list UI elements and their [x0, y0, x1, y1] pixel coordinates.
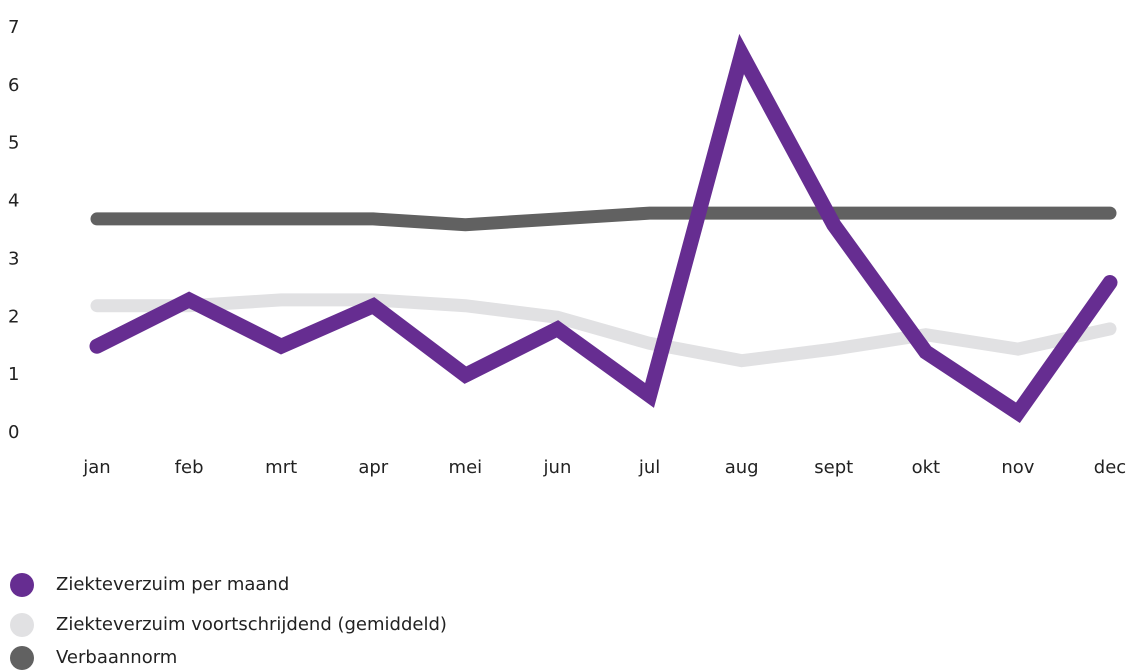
y-tick-label: 1	[8, 364, 19, 385]
y-tick-label: 2	[8, 306, 19, 327]
y-tick-label: 0	[8, 422, 19, 443]
x-tick-label: jun	[543, 457, 572, 478]
y-tick-label: 4	[8, 191, 19, 212]
legend-label: Verbaannorm	[56, 647, 177, 668]
y-tick-label: 7	[8, 17, 19, 38]
series-line	[89, 33, 1118, 424]
x-tick-label: jul	[638, 457, 660, 478]
x-tick-label: okt	[912, 457, 941, 478]
x-tick-label: mei	[449, 457, 483, 478]
x-tick-label: dec	[1094, 457, 1126, 478]
legend-swatch	[10, 646, 34, 670]
x-tick-label: apr	[358, 457, 388, 478]
y-tick-label: 3	[8, 248, 19, 269]
x-tick-label: nov	[1001, 457, 1034, 478]
series-line	[90, 293, 1117, 368]
legend-label: Ziekteverzuim voortschrijdend (gemiddeld…	[56, 614, 447, 635]
x-tick-label: mrt	[265, 457, 297, 478]
series-line	[90, 206, 1117, 232]
x-tick-label: aug	[725, 457, 759, 478]
y-tick-label: 6	[8, 75, 19, 96]
y-tick-label: 5	[8, 133, 19, 154]
x-tick-label: jan	[82, 457, 110, 478]
x-tick-label: feb	[175, 457, 204, 478]
legend-swatch	[10, 573, 34, 597]
legend-swatch	[10, 613, 34, 637]
legend-label: Ziekteverzuim per maand	[56, 574, 289, 595]
x-tick-label: sept	[814, 457, 853, 478]
